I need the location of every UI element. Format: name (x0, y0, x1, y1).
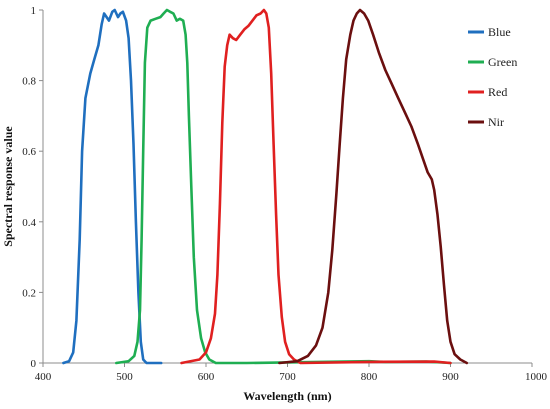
y-axis-title: Spectral response value (1, 126, 15, 247)
axes: 0 0.2 0.4 0.6 0.8 1 400 500 600 700 800 900 1000 Wave… (1, 5, 548, 403)
x-tick-label: 900 (442, 371, 459, 383)
x-axis-title: Wavelength (nm) (243, 389, 331, 403)
x-tick-label: 500 (116, 371, 133, 383)
y-tick-label: 0 (31, 358, 37, 370)
y-tick-label: 0.6 (22, 146, 36, 158)
series-lines (62, 8, 469, 365)
y-tick-label: 0.8 (22, 76, 36, 88)
x-tick-label: 1000 (525, 371, 548, 383)
y-tick-label: 1 (31, 5, 37, 17)
legend-label-nir: Nir (488, 115, 504, 129)
series-line-red (180, 8, 452, 365)
series-line-blue (62, 8, 163, 365)
x-tick-label: 600 (198, 371, 215, 383)
series-line-green (115, 8, 452, 365)
y-tick-label: 0.4 (22, 217, 36, 229)
y-tick-label: 0.2 (22, 287, 36, 299)
x-tick-label: 400 (35, 371, 52, 383)
x-tick-label: 800 (361, 371, 378, 383)
legend: Blue Green Red Nir (468, 25, 517, 129)
x-tick-label: 700 (279, 371, 296, 383)
legend-label-green: Green (488, 55, 517, 69)
series-line-nir (278, 8, 469, 365)
legend-label-blue: Blue (488, 25, 511, 39)
legend-label-red: Red (488, 85, 507, 99)
